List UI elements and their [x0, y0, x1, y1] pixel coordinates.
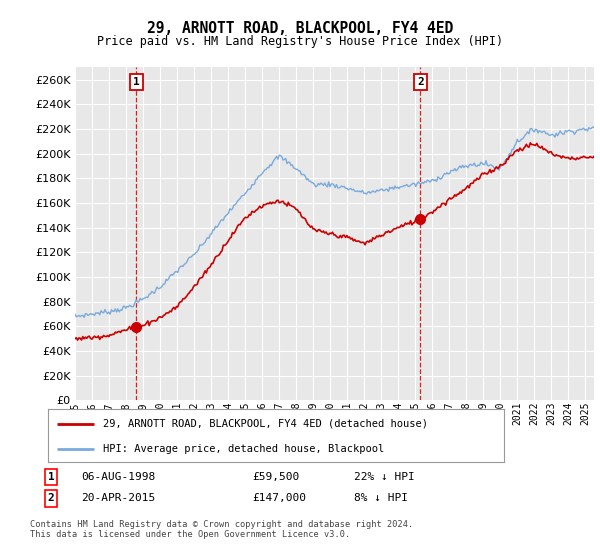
- Text: Price paid vs. HM Land Registry's House Price Index (HPI): Price paid vs. HM Land Registry's House …: [97, 35, 503, 48]
- Text: Contains HM Land Registry data © Crown copyright and database right 2024.
This d: Contains HM Land Registry data © Crown c…: [30, 520, 413, 539]
- Text: 1: 1: [47, 472, 55, 482]
- Text: 06-AUG-1998: 06-AUG-1998: [81, 472, 155, 482]
- Text: HPI: Average price, detached house, Blackpool: HPI: Average price, detached house, Blac…: [103, 444, 384, 454]
- Text: 1: 1: [133, 77, 139, 87]
- Text: £59,500: £59,500: [252, 472, 299, 482]
- Text: 22% ↓ HPI: 22% ↓ HPI: [354, 472, 415, 482]
- Text: 29, ARNOTT ROAD, BLACKPOOL, FY4 4ED (detached house): 29, ARNOTT ROAD, BLACKPOOL, FY4 4ED (det…: [103, 419, 428, 429]
- Text: 2: 2: [417, 77, 424, 87]
- Text: 2: 2: [47, 493, 55, 503]
- Text: £147,000: £147,000: [252, 493, 306, 503]
- Text: 20-APR-2015: 20-APR-2015: [81, 493, 155, 503]
- Text: 8% ↓ HPI: 8% ↓ HPI: [354, 493, 408, 503]
- Text: 29, ARNOTT ROAD, BLACKPOOL, FY4 4ED: 29, ARNOTT ROAD, BLACKPOOL, FY4 4ED: [147, 21, 453, 36]
